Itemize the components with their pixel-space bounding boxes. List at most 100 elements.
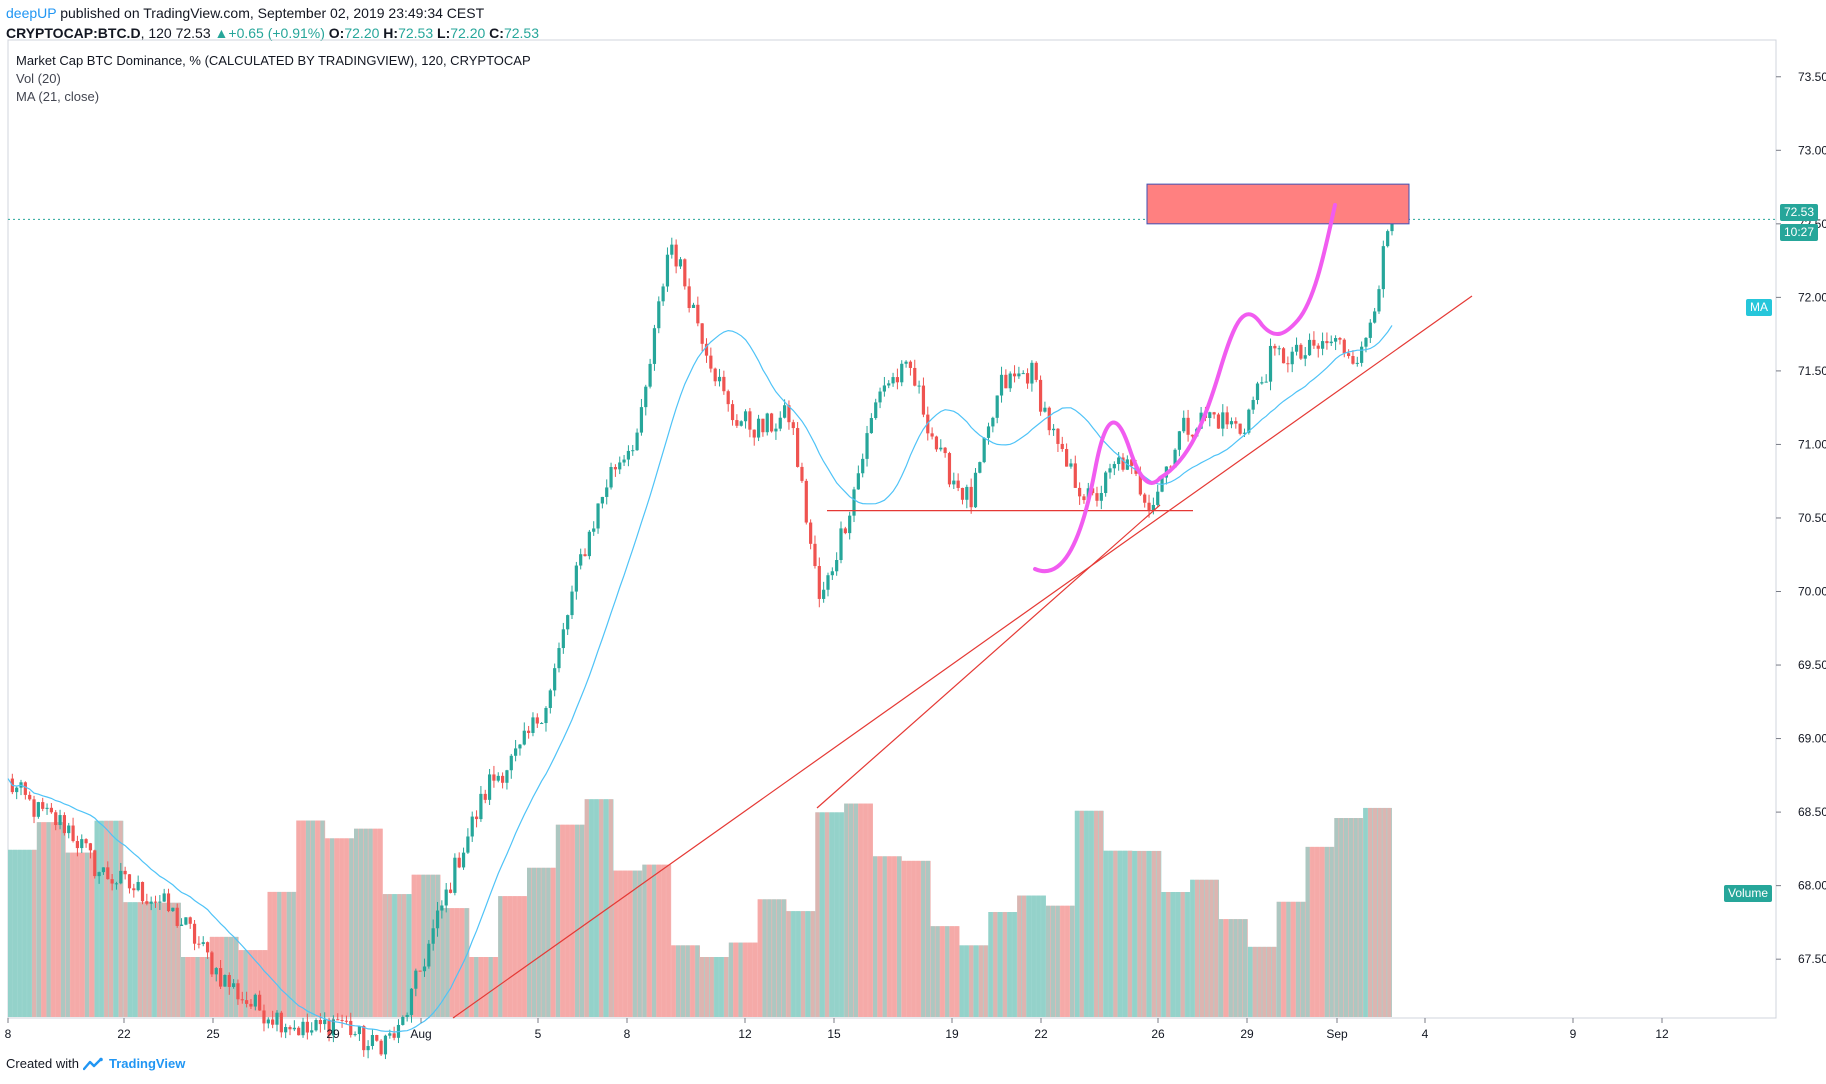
candle-body: [210, 952, 214, 975]
author-link[interactable]: deepUP: [6, 5, 57, 21]
volume-sub-bar: [1151, 850, 1156, 1017]
volume-sub-bar: [983, 945, 988, 1017]
volume-sub-bar: [65, 852, 70, 1017]
volume-sub-bar: [305, 820, 311, 1017]
candle-body: [1065, 448, 1069, 467]
volume-sub-bar: [8, 849, 13, 1017]
candle-body: [817, 566, 821, 599]
volume-sub-bar: [373, 828, 378, 1017]
volume-sub-bar: [243, 950, 248, 1017]
volume-sub-bar: [397, 894, 402, 1017]
legend-volume[interactable]: Vol (20): [16, 71, 61, 86]
volume-sub-bar: [75, 852, 80, 1017]
y-tick-label: 72.00: [1798, 290, 1826, 304]
candle-body: [852, 489, 856, 516]
volume-sub-bar: [1348, 818, 1353, 1017]
volume-sub-bar: [800, 911, 806, 1017]
volume-sub-bar: [911, 860, 916, 1017]
volume-sub-bar: [1300, 901, 1305, 1017]
candle-body: [527, 730, 531, 733]
candle-body: [973, 472, 978, 508]
volume-sub-bar: [459, 908, 464, 1017]
candle-body: [188, 917, 192, 924]
volume-sub-bar: [1310, 846, 1315, 1017]
x-tick-label: 9: [1570, 1027, 1577, 1041]
volume-sub-bar: [1002, 912, 1007, 1017]
candle-body: [1307, 339, 1312, 356]
x-tick-label: 26: [1151, 1027, 1165, 1041]
volume-sub-bar: [815, 812, 820, 1017]
volume-sub-bar: [738, 942, 743, 1017]
volume-sub-bar: [94, 820, 99, 1017]
candle-body: [1316, 345, 1320, 349]
volume-sub-bar: [474, 957, 479, 1017]
volume-sub-bar: [176, 902, 181, 1017]
legend-ma[interactable]: MA (21, close): [16, 89, 100, 104]
candle-body: [748, 411, 752, 430]
volume-sub-bar: [752, 942, 758, 1017]
change-arrow-icon: ▲: [214, 25, 229, 41]
candle-body: [110, 879, 114, 884]
x-tick-label: 22: [117, 1027, 131, 1041]
candle-body: [761, 418, 765, 433]
volume-sub-bar: [1339, 818, 1344, 1017]
volume-sub-bar: [99, 820, 104, 1017]
y-tick-label: 73.00: [1798, 143, 1826, 157]
volume-sub-bar: [1267, 946, 1272, 1017]
volume-sub-bar: [344, 838, 349, 1017]
volume-sub-bar: [1118, 850, 1123, 1017]
candle-body: [353, 1034, 357, 1036]
volume-sub-bar: [1113, 850, 1118, 1017]
y-tick-label: 70.50: [1798, 511, 1826, 525]
volume-sub-bar: [1017, 895, 1022, 1017]
tradingview-brand[interactable]: TradingView: [108, 1056, 186, 1071]
candle-body: [1277, 348, 1281, 350]
candle-body: [783, 405, 787, 418]
candle-body: [1273, 345, 1277, 349]
volume-sub-bar: [60, 822, 66, 1017]
candle-body: [995, 395, 999, 418]
candle-body: [704, 343, 709, 356]
candle-body: [579, 554, 583, 566]
candle-body: [1173, 449, 1177, 468]
volume-sub-bar: [1372, 807, 1377, 1017]
volume-sub-bar: [824, 812, 830, 1017]
volume-sub-bar: [1122, 850, 1128, 1017]
candle-body: [904, 361, 908, 364]
time-axis[interactable]: 8 22 25 29 Aug 5 8 12 15 19 22 26 29 Sep 4 9 12: [5, 1018, 1669, 1041]
volume-sub-bar: [863, 803, 868, 1017]
candle-body: [496, 775, 500, 781]
candle-body: [232, 983, 236, 987]
candle-body: [1043, 407, 1047, 412]
candle-body: [809, 522, 813, 544]
candle-body: [982, 437, 986, 463]
volume-sub-bar: [17, 849, 22, 1017]
candle-body: [583, 554, 587, 557]
candle-body: [383, 1035, 388, 1055]
projection-annotation: [1033, 203, 1337, 574]
volume-sub-bar: [1108, 850, 1113, 1017]
candle-body: [566, 615, 570, 630]
volume-sub-bar: [406, 894, 412, 1017]
volume-sub-bar: [613, 870, 618, 1017]
x-tick-label: 15: [827, 1027, 841, 1041]
volume-sub-bar: [1175, 892, 1180, 1017]
low-label: L:: [437, 25, 451, 41]
candle-body: [505, 770, 509, 783]
volume-sub-bar: [41, 822, 46, 1017]
candle-body: [514, 748, 518, 756]
candle-body: [440, 905, 444, 911]
volume-sub-bar: [1166, 892, 1171, 1017]
volume-sub-bar: [1007, 912, 1012, 1017]
candle-body: [431, 928, 435, 944]
candle-body: [479, 793, 483, 820]
candle-body: [1121, 457, 1125, 470]
volume-sub-bar: [541, 867, 546, 1017]
candle-body: [900, 363, 904, 383]
candle-body: [1299, 344, 1303, 359]
candle-body: [1017, 373, 1021, 377]
candle-body: [622, 459, 626, 463]
volume-sub-bar: [853, 803, 858, 1017]
volume-sub-bar: [1036, 895, 1041, 1017]
